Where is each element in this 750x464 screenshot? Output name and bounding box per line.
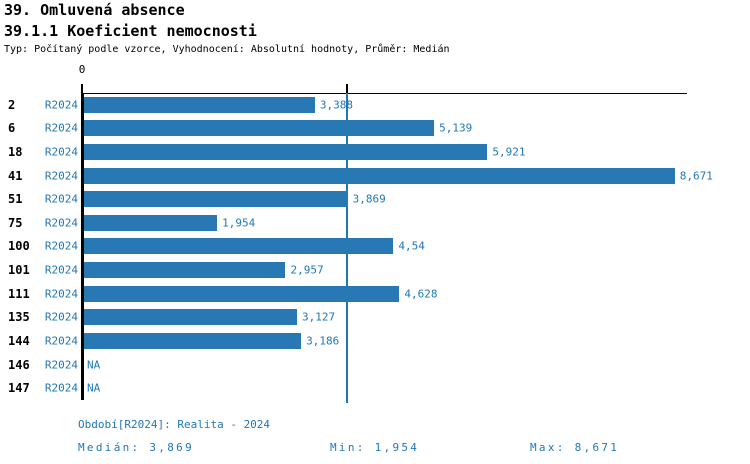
bar (84, 262, 286, 279)
row-category-label: 2 (8, 97, 16, 112)
bar-value-label: 2,957 (290, 263, 324, 277)
bar (84, 120, 435, 137)
chart-rows: 2 R2024 3,388 6 R2024 5,139 18 R2024 5,9… (0, 93, 750, 400)
row-category-label: 100 (8, 239, 30, 254)
bar (84, 96, 315, 113)
row-category-label: 41 (8, 168, 23, 183)
chart-row: 147 R2024 NA (0, 376, 750, 400)
bar (84, 285, 400, 302)
chart-row: 144 R2024 3,186 (0, 329, 750, 353)
row-category-label: 18 (8, 145, 23, 160)
row-category-label: 51 (8, 192, 23, 207)
row-category-label: 147 (8, 381, 30, 396)
bar (84, 191, 348, 208)
bar-value-label: 5,139 (439, 121, 473, 135)
bar-value-label: NA (87, 358, 101, 371)
bar-value-label: 8,671 (679, 169, 713, 183)
row-category-label: 111 (8, 286, 30, 301)
x-axis-zero-label: 0 (78, 63, 86, 76)
bar (84, 144, 488, 161)
chart-row: 100 R2024 4,54 (0, 235, 750, 259)
chart-row: 75 R2024 1,954 (0, 211, 750, 235)
bar-value-label: NA (87, 381, 101, 395)
x-axis-median-tick (346, 84, 348, 93)
row-period-label: R2024 (44, 216, 78, 230)
row-period-label: R2024 (44, 145, 78, 159)
bar-value-label: 4,628 (404, 287, 438, 301)
footer-period-line: Období[R2024]: Realita - 2024 (78, 418, 271, 431)
row-period-label: R2024 (44, 121, 78, 135)
bar (84, 309, 298, 326)
row-period-label: R2024 (44, 358, 78, 371)
report-description: Typ: Počítaný podle vzorce, Vyhodnocení:… (4, 44, 450, 55)
bar-value-label: 3,869 (352, 192, 386, 206)
chart-row: 146 R2024 NA (0, 353, 750, 377)
row-period-label: R2024 (44, 192, 78, 206)
bar-value-label: 5,921 (492, 145, 526, 159)
chart-row: 6 R2024 5,139 (0, 117, 750, 141)
row-period-label: R2024 (44, 239, 78, 253)
bar (84, 332, 302, 349)
row-period-label: R2024 (44, 287, 78, 301)
row-category-label: 146 (8, 357, 30, 372)
chart-row: 2 R2024 3,388 (0, 93, 750, 117)
row-category-label: 144 (8, 333, 30, 348)
row-period-label: R2024 (44, 334, 78, 348)
bar-value-label: 4,54 (398, 239, 425, 253)
bar-value-label: 1,954 (222, 216, 256, 230)
bar (84, 167, 675, 184)
row-category-label: 135 (8, 310, 30, 325)
row-period-label: R2024 (44, 310, 78, 324)
bar-value-label: 3,388 (319, 98, 353, 112)
bar (84, 238, 394, 255)
row-period-label: R2024 (44, 98, 78, 112)
report-title: 39. Omluvená absence (4, 1, 185, 19)
row-category-label: 6 (8, 121, 16, 136)
bar-value-label: 3,186 (306, 334, 340, 348)
chart-row: 101 R2024 2,957 (0, 258, 750, 282)
report-subtitle: 39.1.1 Koeficient nemocnosti (4, 22, 257, 40)
chart-row: 51 R2024 3,869 (0, 187, 750, 211)
chart-row: 41 R2024 8,671 (0, 164, 750, 188)
chart-row: 18 R2024 5,921 (0, 140, 750, 164)
row-period-label: R2024 (44, 169, 78, 183)
bar-value-label: 3,127 (302, 310, 336, 324)
row-category-label: 101 (8, 263, 30, 278)
footer-min-stat: Min: 1,954 (330, 441, 420, 454)
chart-row: 135 R2024 3,127 (0, 305, 750, 329)
chart-row: 111 R2024 4,628 (0, 282, 750, 306)
x-axis-zero-tick (81, 84, 83, 93)
row-period-label: R2024 (44, 263, 78, 277)
x-axis-line (81, 93, 687, 94)
row-category-label: 75 (8, 215, 23, 230)
y-axis-line (81, 93, 84, 400)
row-period-label: R2024 (44, 381, 78, 395)
footer-max-stat: Max: 8,671 (530, 441, 620, 454)
bar (84, 214, 218, 231)
footer-median-stat: Medián: 3,869 (78, 441, 194, 454)
